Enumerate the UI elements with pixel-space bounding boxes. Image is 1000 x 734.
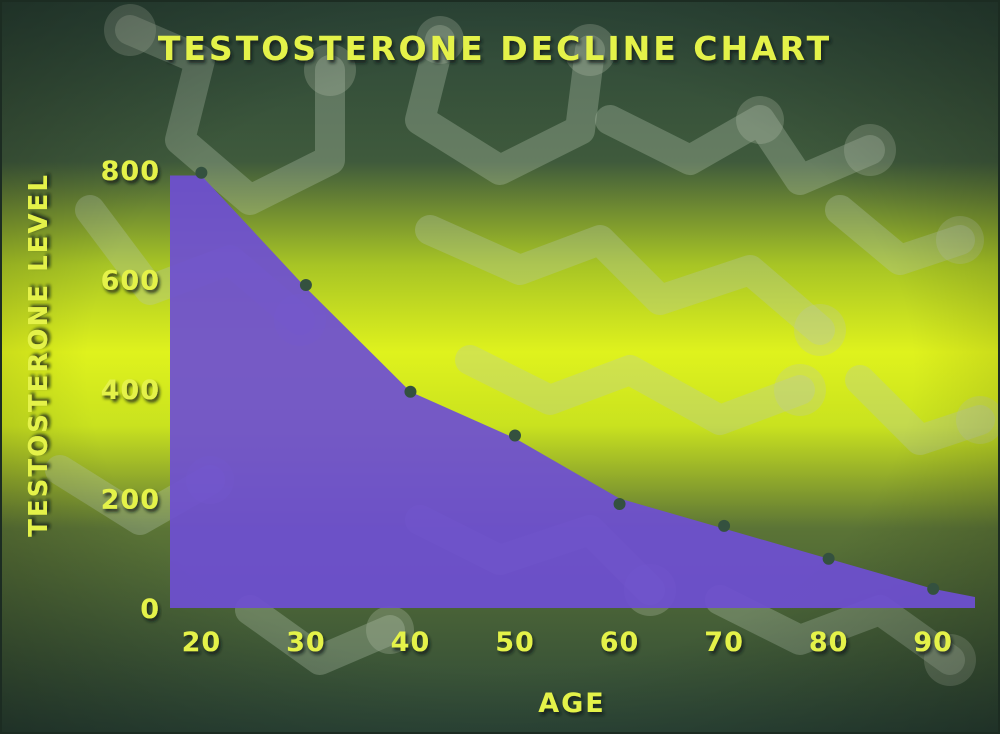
data-point-age-50: [509, 429, 521, 442]
x-tick-label-60: 60: [600, 627, 640, 658]
x-tick-label-40: 40: [391, 627, 431, 658]
y-tick-label-800: 800: [101, 156, 160, 187]
data-point-age-60: [613, 497, 626, 510]
y-tick-label-400: 400: [101, 375, 160, 406]
x-tick-label-30: 30: [286, 627, 326, 658]
x-tick-label-80: 80: [809, 627, 849, 658]
data-point-age-40: [404, 385, 417, 398]
y-tick-label-0: 0: [140, 594, 160, 625]
y-axis-label: TESTOSTERONE LEVEL: [24, 173, 54, 537]
x-tick-label-90: 90: [913, 627, 953, 658]
data-point-age-90: [927, 582, 940, 595]
data-point-age-80: [822, 552, 835, 565]
data-point-age-30: [299, 278, 312, 291]
chart-title: TESTOSTERONE DECLINE CHART: [158, 29, 832, 68]
y-tick-label-200: 200: [101, 485, 160, 516]
y-tick-label-600: 600: [101, 266, 160, 297]
x-tick-label-20: 20: [182, 627, 222, 658]
data-point-age-20: [195, 166, 208, 179]
x-tick-label-70: 70: [704, 627, 744, 658]
data-point-age-70: [718, 519, 731, 532]
x-axis-label: AGE: [538, 688, 606, 719]
x-tick-label-50: 50: [495, 627, 535, 658]
